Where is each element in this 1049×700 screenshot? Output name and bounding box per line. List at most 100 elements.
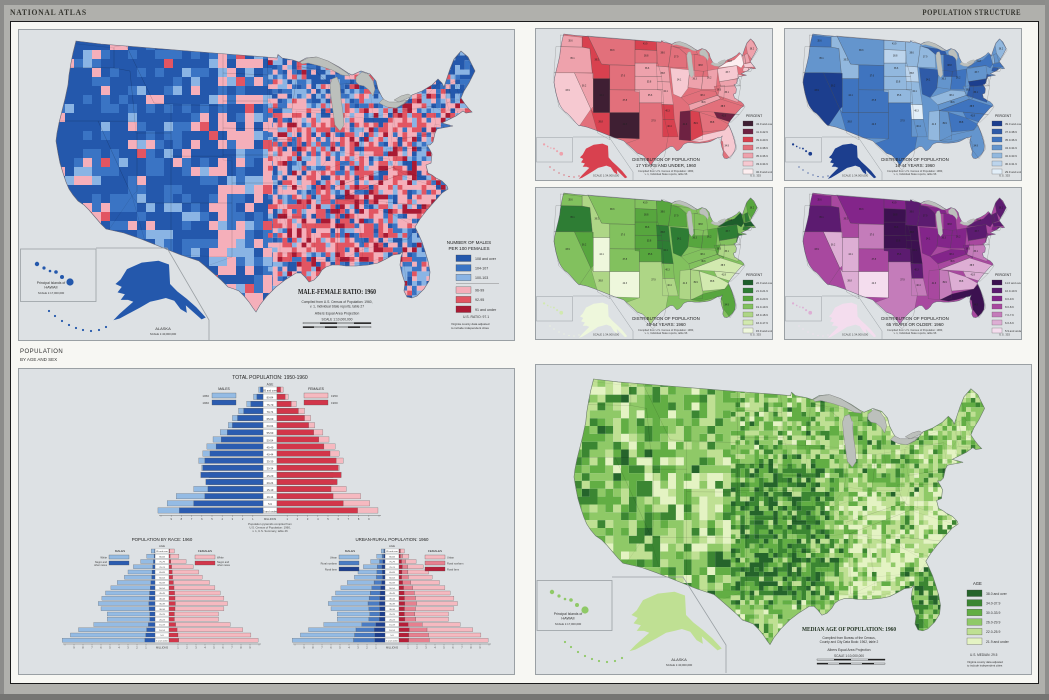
svg-text:3: 3 [232, 517, 234, 521]
svg-text:35.6: 35.6 [568, 199, 573, 201]
svg-text:6.0-6.9: 6.0-6.9 [1005, 321, 1014, 325]
svg-text:MALE-FEMALE RATIO: 1960: MALE-FEMALE RATIO: 1960 [298, 288, 376, 296]
svg-text:36.2: 36.2 [831, 244, 836, 246]
svg-text:SCALE 1:10,000,000: SCALE 1:10,000,000 [834, 654, 864, 658]
svg-text:37.9: 37.9 [900, 120, 905, 122]
svg-text:to include independent cities: to include independent cities [451, 326, 489, 330]
svg-text:10-14: 10-14 [159, 630, 165, 632]
svg-text:36.2: 36.2 [707, 237, 712, 239]
svg-text:Compiled from Bureau of the Ce: Compiled from Bureau of the Census, [822, 636, 875, 640]
svg-text:36.6: 36.6 [645, 227, 650, 229]
svg-text:37.9: 37.9 [674, 215, 679, 217]
svg-text:25-29: 25-29 [267, 474, 274, 478]
svg-text:PERCENT: PERCENT [995, 273, 1011, 277]
svg-text:35.1: 35.1 [819, 217, 824, 219]
svg-text:v. 1, Individual State reports: v. 1, Individual State reports, table 96 [645, 172, 688, 176]
svg-text:SCALE 1:34,000,000: SCALE 1:34,000,000 [842, 174, 869, 178]
svg-text:10-14: 10-14 [267, 495, 274, 499]
svg-text:40.4: 40.4 [667, 285, 672, 287]
svg-text:20.0-20.9: 20.0-20.9 [756, 297, 768, 301]
svg-text:36.1: 36.1 [973, 251, 978, 253]
svg-text:35.8: 35.8 [647, 241, 652, 243]
svg-text:FEMALES: FEMALES [428, 549, 442, 553]
svg-text:70-74: 70-74 [389, 567, 395, 569]
svg-text:3: 3 [195, 646, 197, 650]
svg-text:20-24: 20-24 [389, 619, 395, 621]
svg-text:33.9: 33.9 [814, 249, 819, 251]
svg-text:8: 8 [312, 646, 314, 650]
svg-text:Negro and: Negro and [217, 560, 230, 564]
svg-text:35.8: 35.8 [909, 232, 914, 234]
svg-text:2: 2 [186, 646, 188, 650]
svg-text:15-19: 15-19 [389, 625, 395, 627]
svg-text:5: 5 [213, 646, 215, 650]
svg-text:42.3: 42.3 [623, 283, 628, 285]
svg-text:9.0-9.9: 9.0-9.9 [1005, 297, 1014, 301]
svg-text:SCALE 1:40,000,000: SCALE 1:40,000,000 [666, 663, 693, 667]
svg-text:11.0 and over: 11.0 and over [1005, 281, 1021, 285]
svg-text:DISTRIBUTION OF POPULATION: DISTRIBUTION OF POPULATION [632, 157, 700, 162]
svg-text:37.9: 37.9 [900, 279, 905, 281]
svg-text:5-9: 5-9 [160, 635, 164, 637]
svg-text:18.0-18.9: 18.0-18.9 [756, 313, 768, 317]
svg-text:39.5: 39.5 [595, 219, 600, 221]
svg-text:9: 9 [479, 646, 481, 650]
svg-text:MILLIONS: MILLIONS [386, 646, 398, 650]
svg-text:5 and under: 5 and under [386, 639, 398, 642]
svg-text:38.8: 38.8 [959, 122, 964, 124]
svg-text:37.8: 37.8 [623, 100, 628, 102]
svg-text:39.5: 39.5 [844, 60, 849, 62]
svg-text:Virginia county data adjusted: Virginia county data adjusted [451, 322, 490, 326]
svg-text:39.9: 39.9 [693, 123, 698, 125]
svg-text:37.6: 37.6 [621, 76, 626, 78]
svg-text:NUMBER OF MALES: NUMBER OF MALES [447, 240, 491, 245]
svg-text:5-9: 5-9 [268, 502, 272, 506]
svg-text:39.0-40.9: 39.0-40.9 [756, 138, 768, 142]
svg-text:36.2: 36.2 [999, 49, 1004, 51]
svg-text:Population pyramids compiled f: Population pyramids compiled from [248, 522, 292, 526]
svg-text:34.9: 34.9 [724, 146, 729, 148]
svg-text:65-69: 65-69 [389, 572, 395, 574]
svg-text:36.2: 36.2 [956, 237, 961, 239]
svg-text:35.0-36.9: 35.0-36.9 [756, 154, 768, 158]
svg-text:36.1: 36.1 [724, 251, 729, 253]
svg-text:25-29: 25-29 [159, 614, 165, 616]
svg-text:30-34: 30-34 [159, 609, 165, 611]
svg-text:31.8: 31.8 [727, 220, 732, 222]
svg-text:44.1: 44.1 [599, 254, 604, 256]
svg-text:1960: 1960 [202, 401, 209, 405]
svg-text:60-64: 60-64 [389, 577, 395, 579]
svg-text:1950: 1950 [331, 394, 338, 398]
svg-text:5 and under: 5 and under [263, 509, 277, 513]
svg-text:1: 1 [252, 517, 254, 521]
svg-text:PER 100 FEMALES: PER 100 FEMALES [448, 246, 489, 251]
svg-text:FEMALES: FEMALES [198, 549, 212, 553]
svg-text:U.S. MEDIAN: 29.5: U.S. MEDIAN: 29.5 [970, 653, 998, 657]
svg-text:36.1: 36.1 [973, 92, 978, 94]
svg-text:SCALE 1:10,000,000: SCALE 1:10,000,000 [322, 318, 353, 322]
svg-text:30.0-33.9: 30.0-33.9 [986, 611, 1000, 615]
svg-text:9: 9 [249, 646, 251, 650]
svg-text:34.0-37.9: 34.0-37.9 [986, 601, 1000, 605]
svg-text:Albers Equal Area Projection: Albers Equal Area Projection [827, 648, 870, 652]
svg-text:to include independent cities: to include independent cities [967, 664, 1003, 668]
svg-text:65 YEARS OR OLDER: 1960: 65 YEARS OR OLDER: 1960 [886, 322, 944, 327]
svg-text:37.0-38.9: 37.0-38.9 [1005, 130, 1017, 134]
svg-text:7: 7 [231, 646, 233, 650]
svg-text:41.8: 41.8 [971, 274, 976, 276]
svg-text:40.4: 40.4 [667, 126, 672, 128]
svg-text:41.8: 41.8 [722, 274, 727, 276]
svg-text:80-84: 80-84 [267, 396, 274, 400]
svg-text:75-79: 75-79 [389, 562, 395, 564]
svg-text:34.9: 34.9 [973, 146, 978, 148]
svg-text:45-49: 45-49 [389, 593, 395, 595]
svg-text:AGE: AGE [159, 544, 165, 548]
svg-text:34.1: 34.1 [912, 250, 917, 252]
svg-text:MILLIONS: MILLIONS [156, 646, 168, 650]
svg-text:70-74: 70-74 [267, 410, 274, 414]
svg-text:91 and under: 91 and under [475, 308, 497, 312]
svg-text:41.3: 41.3 [932, 124, 937, 126]
svg-text:DISTRIBUTION OF POPULATION: DISTRIBUTION OF POPULATION [881, 316, 949, 321]
svg-text:32.0-33.9: 32.0-33.9 [1005, 154, 1017, 158]
svg-text:39.8: 39.8 [598, 280, 603, 282]
